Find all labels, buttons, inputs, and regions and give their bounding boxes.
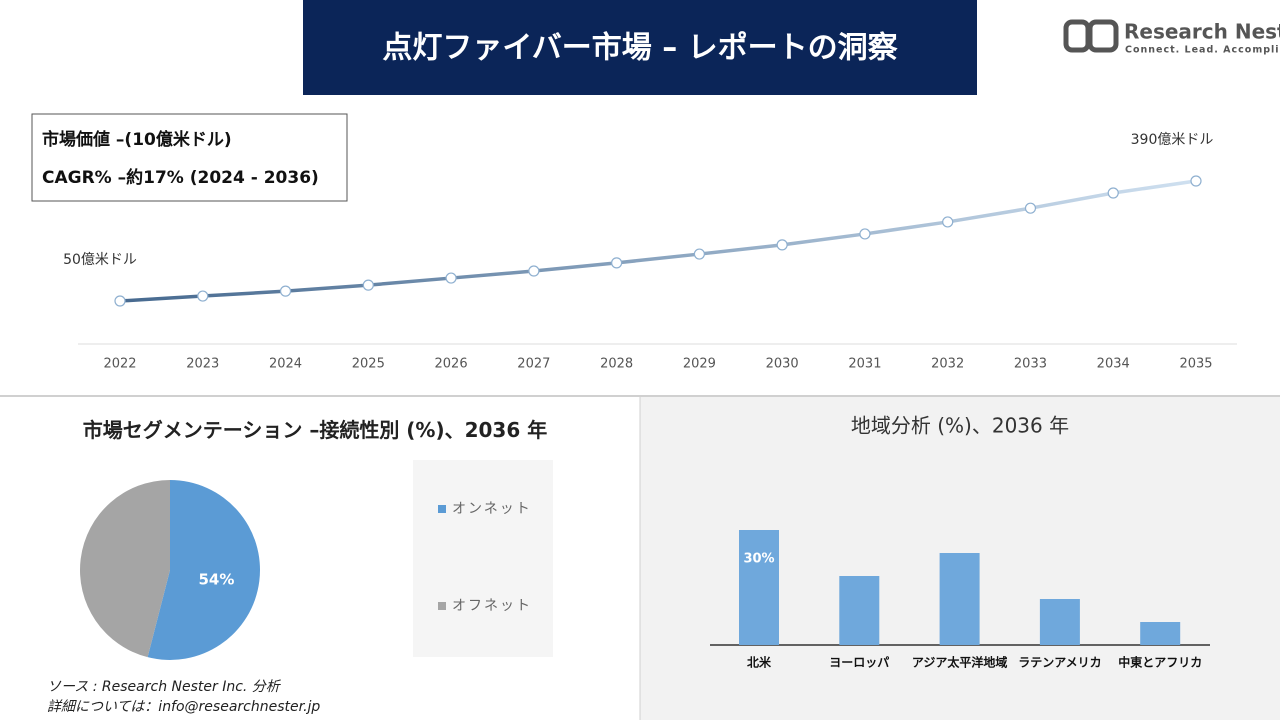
info-box: [31, 113, 348, 202]
pie-slice: [147, 480, 261, 661]
x-tick-label: ラテンアメリカ: [1018, 656, 1101, 670]
legend-swatch: [438, 602, 446, 610]
point: [114, 295, 126, 307]
x-tick-label: 2029: [683, 357, 716, 372]
logo-icon: [1063, 19, 1091, 53]
value-label: 390億米ドル: [1131, 132, 1214, 148]
point: [859, 228, 871, 240]
x-tick-label: 2034: [1097, 357, 1130, 372]
point: [776, 239, 788, 251]
x-tick-label: 2025: [352, 357, 385, 372]
x-tick-label: 北米: [747, 655, 772, 670]
legend-label: オフネット: [452, 598, 532, 614]
point: [611, 257, 623, 269]
chart-title: 市場セグメンテーション –接続性別 (%)、2036 年: [82, 418, 548, 442]
line: [119, 179, 1197, 303]
contact: 詳細については：info@researchnester.jp: [47, 699, 320, 715]
logo-name: Research Nester: [1124, 20, 1280, 44]
bar: [1140, 622, 1181, 645]
value-label: 54%: [198, 570, 234, 588]
header-title: 点灯ファイバー市場 – レポートの洞察: [382, 31, 898, 66]
point: [528, 265, 540, 277]
legend-label: オンネット: [452, 501, 532, 517]
pie-slice: [80, 480, 170, 658]
x-tick-label: 2026: [435, 357, 468, 372]
x-tick-label: アジア太平洋地域: [912, 655, 1008, 670]
point: [1107, 187, 1119, 199]
point: [362, 279, 374, 291]
logo: Research Nester Connect. Lead. Accomplis…: [1063, 19, 1280, 56]
x-tick-label: 2022: [103, 357, 136, 372]
point: [197, 290, 209, 302]
point: [693, 248, 705, 260]
x-tick-label: 中東とアフリカ: [1118, 655, 1202, 670]
point: [942, 216, 954, 228]
annotation: CAGR% –約17% (2024 - 2036): [42, 167, 319, 188]
annotation: 市場価値 –(10億米ドル): [42, 129, 232, 150]
bar: [839, 576, 880, 645]
chart-title: 地域分析 (%)、2036 年: [851, 414, 1069, 438]
x-tick-label: 2031: [848, 357, 881, 372]
x-tick-label: ヨーロッパ: [829, 656, 889, 670]
x-tick-label: 2028: [600, 357, 633, 372]
logo-icon: [1087, 19, 1119, 53]
value-label: 50億米ドル: [63, 252, 137, 268]
value-label: 30%: [743, 552, 774, 567]
x-tick-label: 2030: [766, 357, 799, 372]
point: [1024, 202, 1037, 214]
x-tick-label: 2024: [269, 357, 302, 372]
x-tick-label: 2033: [1014, 357, 1047, 372]
bar: [739, 530, 779, 645]
x-tick-label: 2023: [186, 357, 219, 372]
x-tick-label: 2035: [1179, 357, 1212, 372]
point: [445, 272, 457, 284]
legend-bg: [413, 460, 553, 657]
bar: [1039, 599, 1080, 645]
point: [1190, 175, 1202, 187]
point: [279, 285, 292, 297]
x-tick-label: 2027: [517, 357, 550, 372]
header-bg: [303, 0, 977, 95]
bar: [939, 553, 980, 645]
source: ソース : Research Nester Inc. 分析: [47, 679, 282, 695]
x-tick-label: 2032: [931, 357, 964, 372]
logo-tagline: Connect. Lead. Accomplish: [1125, 45, 1280, 56]
legend-swatch: [438, 505, 446, 513]
